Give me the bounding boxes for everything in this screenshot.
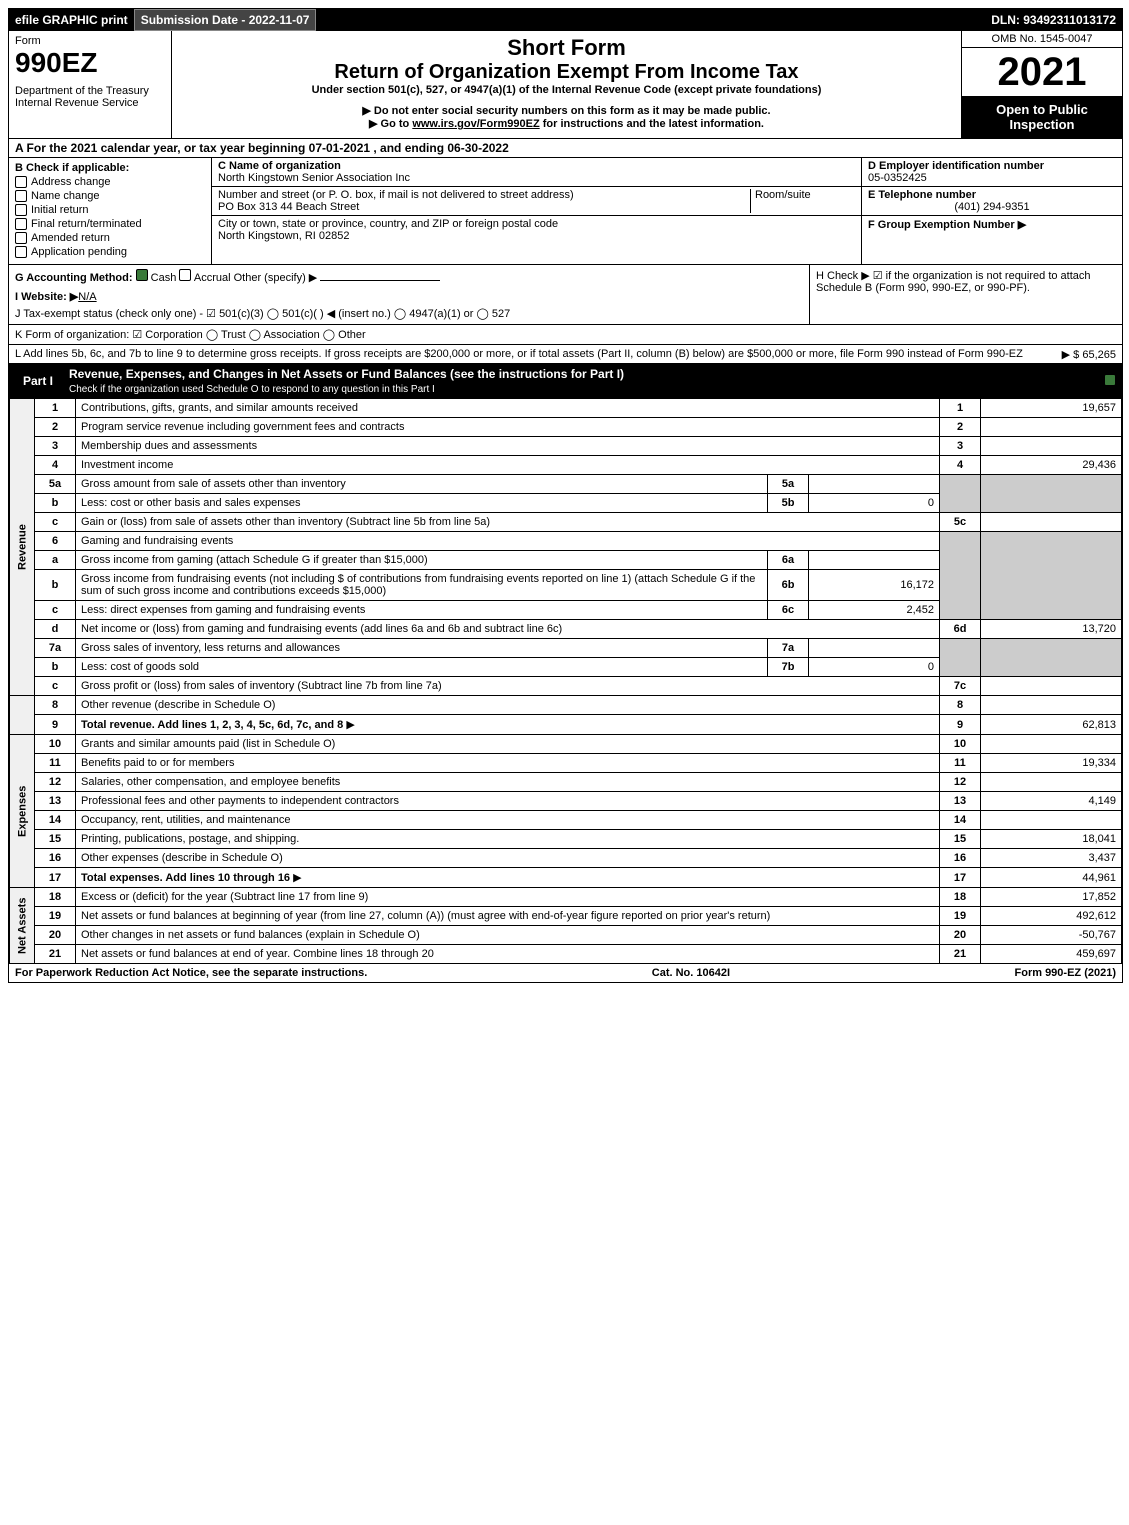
line15-value: 18,041	[981, 830, 1122, 849]
under-section: Under section 501(c), 527, or 4947(a)(1)…	[178, 84, 955, 96]
line7b-value: 0	[809, 658, 940, 677]
checkbox-final-return[interactable]	[15, 218, 27, 230]
return-title: Return of Organization Exempt From Incom…	[178, 61, 955, 84]
d-label: D Employer identification number	[868, 160, 1116, 172]
part1-label: Part I	[15, 372, 61, 390]
street-label: Number and street (or P. O. box, if mail…	[218, 189, 750, 201]
city-label: City or town, state or province, country…	[218, 218, 855, 230]
part1-title: Revenue, Expenses, and Changes in Net As…	[69, 367, 624, 395]
line13-value: 4,149	[981, 792, 1122, 811]
footer-right: Form 990-EZ (2021)	[1015, 967, 1117, 979]
checkbox-accrual[interactable]	[179, 269, 191, 281]
line6b-value: 16,172	[809, 570, 940, 601]
line1-value: 19,657	[981, 399, 1122, 418]
header-center: Short Form Return of Organization Exempt…	[172, 31, 961, 138]
line4-value: 29,436	[981, 456, 1122, 475]
line21-value: 459,697	[981, 945, 1122, 964]
submission-date: Submission Date - 2022-11-07	[134, 9, 317, 31]
efile-label: efile GRAPHIC print	[9, 10, 134, 30]
footer-center: Cat. No. 10642I	[652, 967, 730, 979]
open-public-badge: Open to Public Inspection	[962, 96, 1122, 138]
line12-value	[981, 773, 1122, 792]
line17-value: 44,961	[981, 868, 1122, 888]
section-c: C Name of organization North Kingstown S…	[212, 158, 861, 264]
checkbox-cash[interactable]	[136, 269, 148, 281]
row-ghi: G Accounting Method: Cash Accrual Other …	[9, 265, 1122, 325]
line9-value: 62,813	[981, 715, 1122, 735]
checkbox-application-pending[interactable]	[15, 246, 27, 258]
footer-left: For Paperwork Reduction Act Notice, see …	[15, 967, 367, 979]
section-b-title: B Check if applicable:	[15, 162, 205, 174]
revenue-side-label: Revenue	[10, 399, 35, 696]
part1-header: Part I Revenue, Expenses, and Changes in…	[9, 364, 1122, 398]
line5a-value	[809, 475, 940, 494]
checkbox-amended-return[interactable]	[15, 232, 27, 244]
line7c-value	[981, 677, 1122, 696]
checkbox-name-change[interactable]	[15, 190, 27, 202]
line16-value: 3,437	[981, 849, 1122, 868]
form-number: 990EZ	[15, 47, 165, 79]
org-name: North Kingstown Senior Association Inc	[218, 172, 855, 184]
section-k: K Form of organization: ☑ Corporation ◯ …	[9, 325, 1122, 345]
checkbox-initial-return[interactable]	[15, 204, 27, 216]
line2-value	[981, 418, 1122, 437]
g-label: G Accounting Method:	[15, 272, 133, 284]
f-label: F Group Exemption Number ▶	[868, 218, 1116, 231]
dln-number: DLN: 93492311013172	[985, 10, 1122, 30]
line8-value	[981, 696, 1122, 715]
goto-link[interactable]: ▶ Go to www.irs.gov/Form990EZ for instru…	[178, 117, 955, 130]
header-row: Form 990EZ Department of the Treasury In…	[9, 31, 1122, 139]
form-prefix: Form	[15, 35, 165, 47]
info-block: B Check if applicable: Address change Na…	[9, 158, 1122, 265]
top-bar: efile GRAPHIC print Submission Date - 20…	[9, 9, 1122, 31]
section-l: L Add lines 5b, 6c, and 7b to line 9 to …	[9, 345, 1122, 364]
room-suite-label: Room/suite	[750, 189, 855, 213]
expenses-side-label: Expenses	[10, 735, 35, 888]
phone-value: (401) 294-9351	[868, 201, 1116, 213]
line19-value: 492,612	[981, 907, 1122, 926]
line18-value: 17,852	[981, 888, 1122, 907]
section-j: J Tax-exempt status (check only one) - ☑…	[15, 307, 803, 320]
section-b: B Check if applicable: Address change Na…	[9, 158, 212, 264]
irs-label: Internal Revenue Service	[15, 97, 165, 109]
city-value: North Kingstown, RI 02852	[218, 230, 855, 242]
e-label: E Telephone number	[868, 189, 1116, 201]
line6d-value: 13,720	[981, 620, 1122, 639]
department: Department of the Treasury	[15, 85, 165, 97]
footer: For Paperwork Reduction Act Notice, see …	[9, 964, 1122, 982]
gross-receipts: ▶ $ 65,265	[1062, 348, 1116, 361]
line11-value: 19,334	[981, 754, 1122, 773]
section-h: H Check ▶ ☑ if the organization is not r…	[809, 265, 1122, 324]
short-form-title: Short Form	[178, 35, 955, 61]
line5c-value	[981, 513, 1122, 532]
line10-value	[981, 735, 1122, 754]
line6a-value	[809, 551, 940, 570]
header-left: Form 990EZ Department of the Treasury In…	[9, 31, 172, 138]
line20-value: -50,767	[981, 926, 1122, 945]
checkbox-schedule-o[interactable]	[1104, 374, 1116, 386]
c-label: C Name of organization	[218, 160, 855, 172]
omb-number: OMB No. 1545-0047	[962, 31, 1122, 48]
checkbox-address-change[interactable]	[15, 176, 27, 188]
header-right: OMB No. 1545-0047 2021 Open to Public In…	[961, 31, 1122, 138]
no-ssn-notice: ▶ Do not enter social security numbers o…	[178, 104, 955, 117]
line5b-value: 0	[809, 494, 940, 513]
form-990ez: efile GRAPHIC print Submission Date - 20…	[8, 8, 1123, 983]
line14-value	[981, 811, 1122, 830]
net-assets-side-label: Net Assets	[10, 888, 35, 964]
website-value: N/A	[78, 291, 96, 303]
i-label: I Website: ▶	[15, 291, 78, 303]
part1-table: Revenue 1 Contributions, gifts, grants, …	[9, 398, 1122, 964]
street-value: PO Box 313 44 Beach Street	[218, 201, 750, 213]
tax-year: 2021	[962, 48, 1122, 96]
line6c-value: 2,452	[809, 601, 940, 620]
ein-value: 05-0352425	[868, 172, 1116, 184]
line7a-value	[809, 639, 940, 658]
section-de: D Employer identification number 05-0352…	[861, 158, 1122, 264]
section-a: A For the 2021 calendar year, or tax yea…	[9, 139, 1122, 158]
line3-value	[981, 437, 1122, 456]
